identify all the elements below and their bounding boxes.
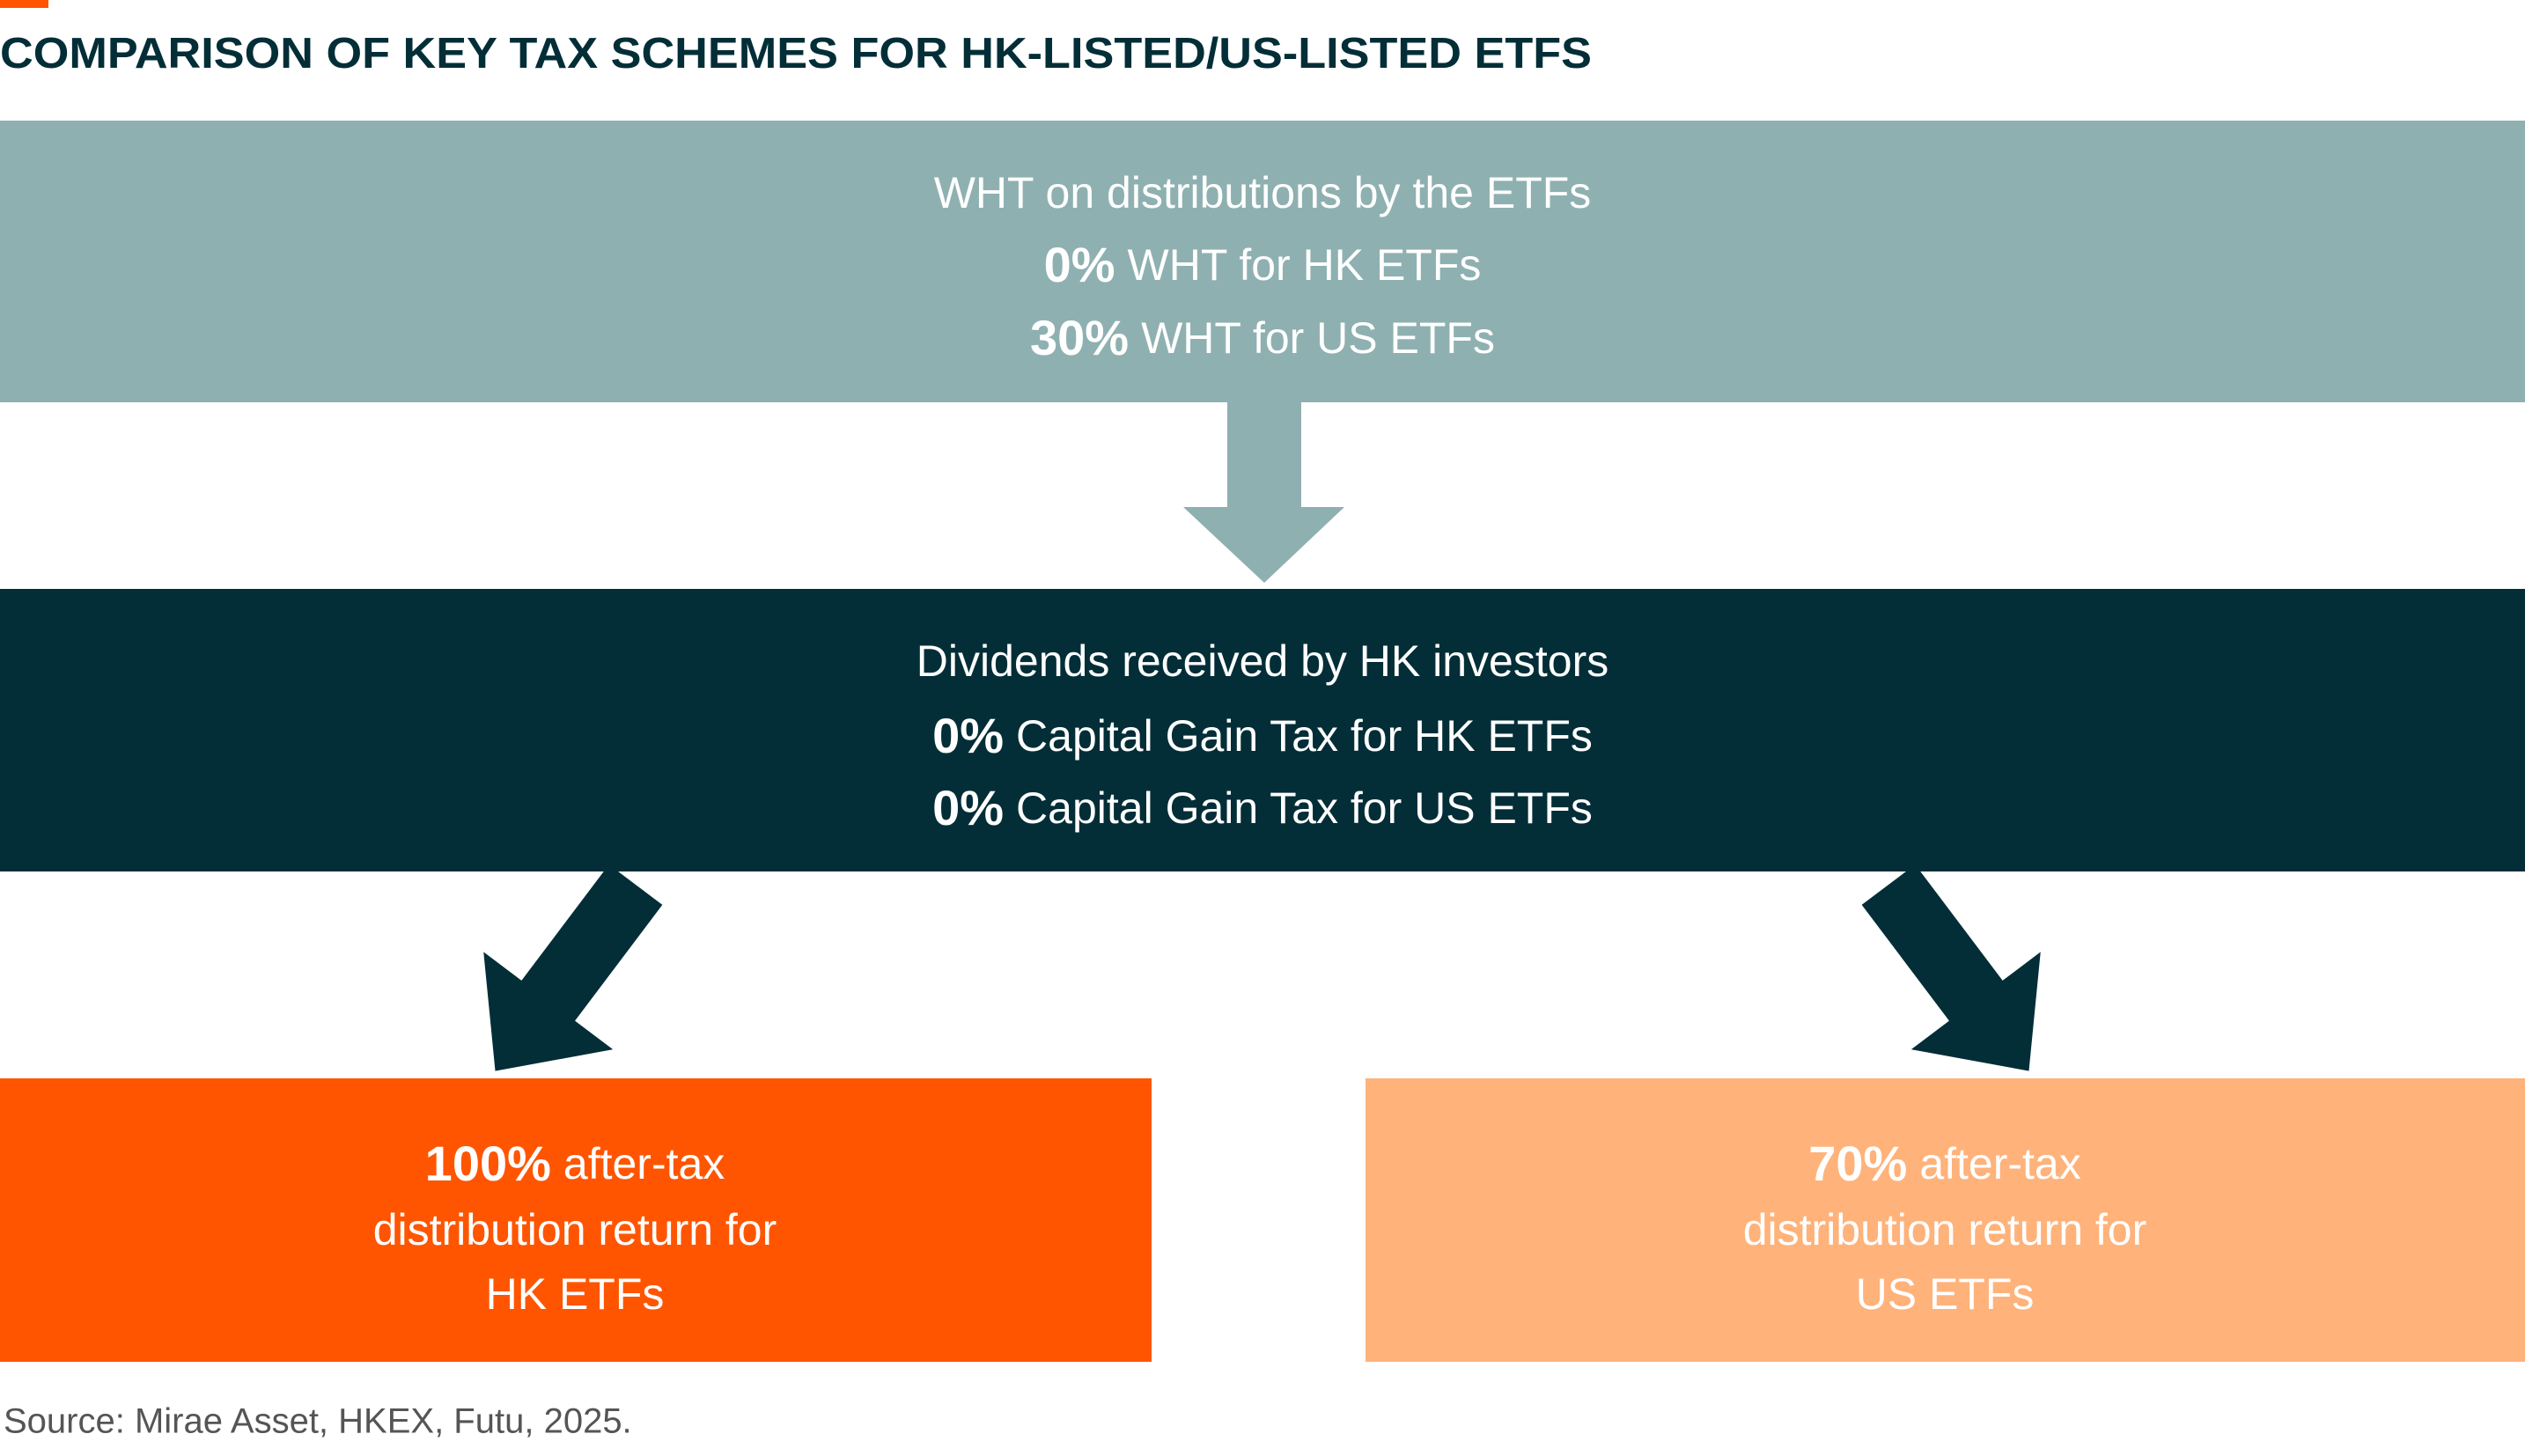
bold-figure: 100% — [425, 1136, 551, 1191]
line-text: HK ETFs — [486, 1269, 665, 1319]
line-text: WHT for HK ETFs — [1128, 240, 1482, 290]
title: COMPARISON OF KEY TAX SCHEMES FOR HK-LIS… — [0, 30, 1592, 77]
arrow-left — [483, 864, 663, 1071]
arrow-left-shape — [483, 864, 663, 1071]
bold-figure: 70% — [1808, 1136, 1907, 1191]
arrow-down — [1183, 402, 1344, 583]
box-line: HK ETFs — [486, 1269, 665, 1319]
line-text: WHT on distributions by the ETFs — [934, 168, 1592, 217]
line-text: distribution return for — [373, 1205, 777, 1254]
top-box — [0, 121, 2525, 402]
accent-bar — [0, 0, 48, 8]
box-line: 0% Capital Gain Tax for US ETFs — [932, 780, 1593, 835]
line-text: Capital Gain Tax for HK ETFs — [1016, 711, 1593, 761]
line-text: after-tax — [1919, 1139, 2080, 1188]
bold-figure: 0% — [1044, 237, 1115, 292]
box-line: distribution return for — [373, 1205, 777, 1254]
line-text: distribution return for — [1743, 1205, 2147, 1254]
box-line: 70% after-tax — [1808, 1136, 2081, 1191]
right-box — [1366, 1078, 2525, 1362]
box-line: 30% WHT for US ETFs — [1030, 310, 1495, 365]
box-line: WHT on distributions by the ETFs — [934, 168, 1592, 217]
box-line: US ETFs — [1856, 1269, 2035, 1319]
line-text: Dividends received by HK investors — [917, 636, 1608, 686]
box-line: 100% after-tax — [425, 1136, 725, 1191]
box-line: Dividends received by HK investors — [917, 636, 1608, 686]
line-text: WHT for US ETFs — [1141, 313, 1495, 363]
arrow-right-shape — [1861, 864, 2041, 1071]
line-text: after-tax — [563, 1139, 725, 1188]
line-text: US ETFs — [1856, 1269, 2035, 1319]
bold-figure: 0% — [932, 708, 1004, 763]
box-line: distribution return for — [1743, 1205, 2147, 1254]
bold-figure: 0% — [932, 780, 1004, 835]
middle-box — [0, 589, 2525, 871]
box-line: 0% Capital Gain Tax for HK ETFs — [932, 708, 1593, 763]
left-box — [0, 1078, 1152, 1362]
bold-figure: 30% — [1030, 310, 1129, 365]
source: Source: Mirae Asset, HKEX, Futu, 2025. — [4, 1402, 632, 1441]
line-text: Capital Gain Tax for US ETFs — [1016, 783, 1593, 833]
box-line: 0% WHT for HK ETFs — [1044, 237, 1482, 292]
arrow-right — [1861, 864, 2041, 1071]
